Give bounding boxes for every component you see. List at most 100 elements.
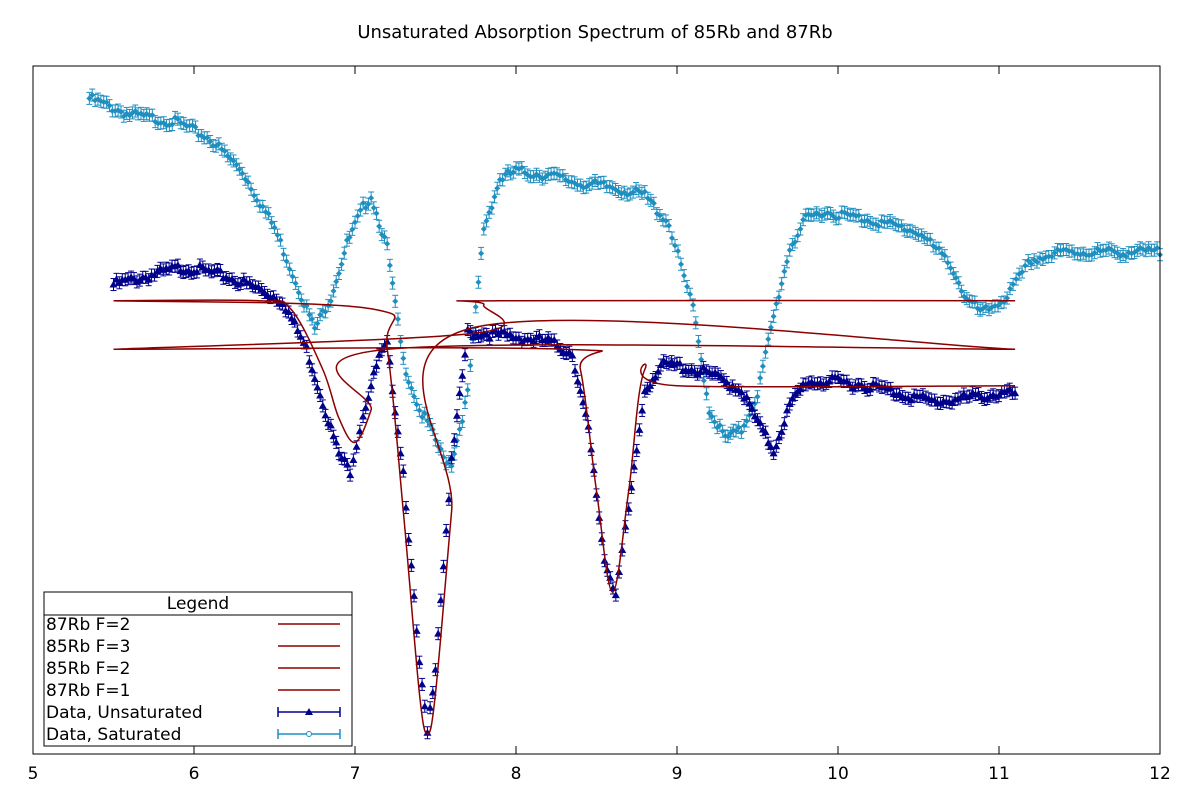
data-point <box>361 403 370 411</box>
data-point <box>638 406 647 414</box>
data-point <box>778 280 785 287</box>
x-tick-label: 5 <box>28 764 39 784</box>
fit-line-85rb-f-3 <box>113 299 1016 735</box>
data-point <box>953 274 960 281</box>
data-point <box>866 385 875 393</box>
x-tick-label: 8 <box>511 764 522 784</box>
data-point <box>333 278 340 285</box>
data-point <box>376 223 383 230</box>
data-point <box>775 294 782 301</box>
data-point <box>444 495 453 503</box>
data-point <box>478 250 485 257</box>
data-point <box>494 185 501 192</box>
data-point <box>367 382 376 390</box>
data-point <box>419 413 426 420</box>
data-point <box>944 259 951 266</box>
data-point <box>482 330 491 338</box>
data-point <box>1120 251 1127 258</box>
data-point <box>875 223 882 230</box>
data-point <box>535 331 544 339</box>
data-point <box>842 377 851 385</box>
data-point <box>329 432 338 440</box>
data-point <box>280 251 287 258</box>
data-point <box>343 460 352 468</box>
data-point <box>296 332 305 340</box>
data-point <box>765 336 772 343</box>
data-point <box>455 389 464 397</box>
data-point <box>742 392 751 400</box>
data-point <box>635 425 644 433</box>
data-point <box>149 112 156 119</box>
data-point <box>402 371 409 378</box>
data-point <box>394 316 401 323</box>
data-point <box>305 357 314 365</box>
data-point <box>757 374 764 381</box>
data-point <box>529 337 538 345</box>
data-point <box>472 303 479 310</box>
data-point <box>265 210 272 217</box>
data-point <box>703 390 710 397</box>
legend-swatch-marker <box>305 708 313 715</box>
legend-entry-label: Data, Unsaturated <box>46 703 203 723</box>
data-point <box>632 446 641 454</box>
data-point <box>955 279 962 286</box>
data-point <box>1005 385 1014 393</box>
data-point <box>424 417 431 424</box>
data-point <box>935 245 942 252</box>
data-point <box>308 365 317 373</box>
data-point <box>426 703 435 711</box>
data-point <box>215 140 222 147</box>
data-point <box>400 355 407 362</box>
legend-entry-label: 85Rb F=3 <box>46 637 130 657</box>
data-point <box>290 317 299 325</box>
series-data-unsaturated <box>109 258 1020 740</box>
data-point <box>458 371 467 379</box>
data-point <box>236 279 245 287</box>
fit-line-87rb-f-2 <box>113 299 1016 444</box>
data-point <box>439 562 448 570</box>
data-point <box>641 188 648 195</box>
data-point <box>326 421 335 429</box>
data-point <box>700 377 707 384</box>
legend-title: Legend <box>167 594 229 614</box>
data-point <box>292 280 299 287</box>
data-point <box>448 463 455 470</box>
data-point <box>1114 250 1121 257</box>
data-point <box>769 449 778 457</box>
data-point <box>381 233 388 240</box>
legend-entry-label: 87Rb F=2 <box>46 615 130 635</box>
data-point <box>293 327 302 335</box>
data-point <box>485 334 494 342</box>
data-point <box>773 300 780 307</box>
data-point <box>399 467 408 475</box>
legend-entry-label: 85Rb F=2 <box>46 659 130 679</box>
data-point <box>420 702 429 710</box>
x-tick-label: 7 <box>350 764 361 784</box>
data-point <box>994 302 1001 309</box>
data-point <box>797 226 804 233</box>
data-point <box>1010 281 1017 288</box>
data-point <box>737 388 746 396</box>
data-point <box>573 377 582 385</box>
data-point <box>483 217 490 224</box>
data-point <box>733 428 740 435</box>
data-point <box>475 279 482 286</box>
data-point <box>450 435 459 443</box>
data-point <box>480 225 487 232</box>
data-point <box>318 401 327 409</box>
data-point <box>289 273 296 280</box>
data-point <box>502 171 509 178</box>
data-point <box>352 442 361 450</box>
data-point <box>469 332 478 340</box>
x-tick-label: 6 <box>189 764 200 784</box>
data-point <box>349 456 358 464</box>
data-point <box>106 102 113 109</box>
data-point <box>491 193 498 200</box>
data-point <box>770 313 777 320</box>
data-point <box>784 258 791 265</box>
data-point <box>751 400 758 407</box>
data-point <box>373 210 380 217</box>
data-point <box>284 308 293 316</box>
data-point <box>762 349 769 356</box>
data-point <box>103 99 110 106</box>
